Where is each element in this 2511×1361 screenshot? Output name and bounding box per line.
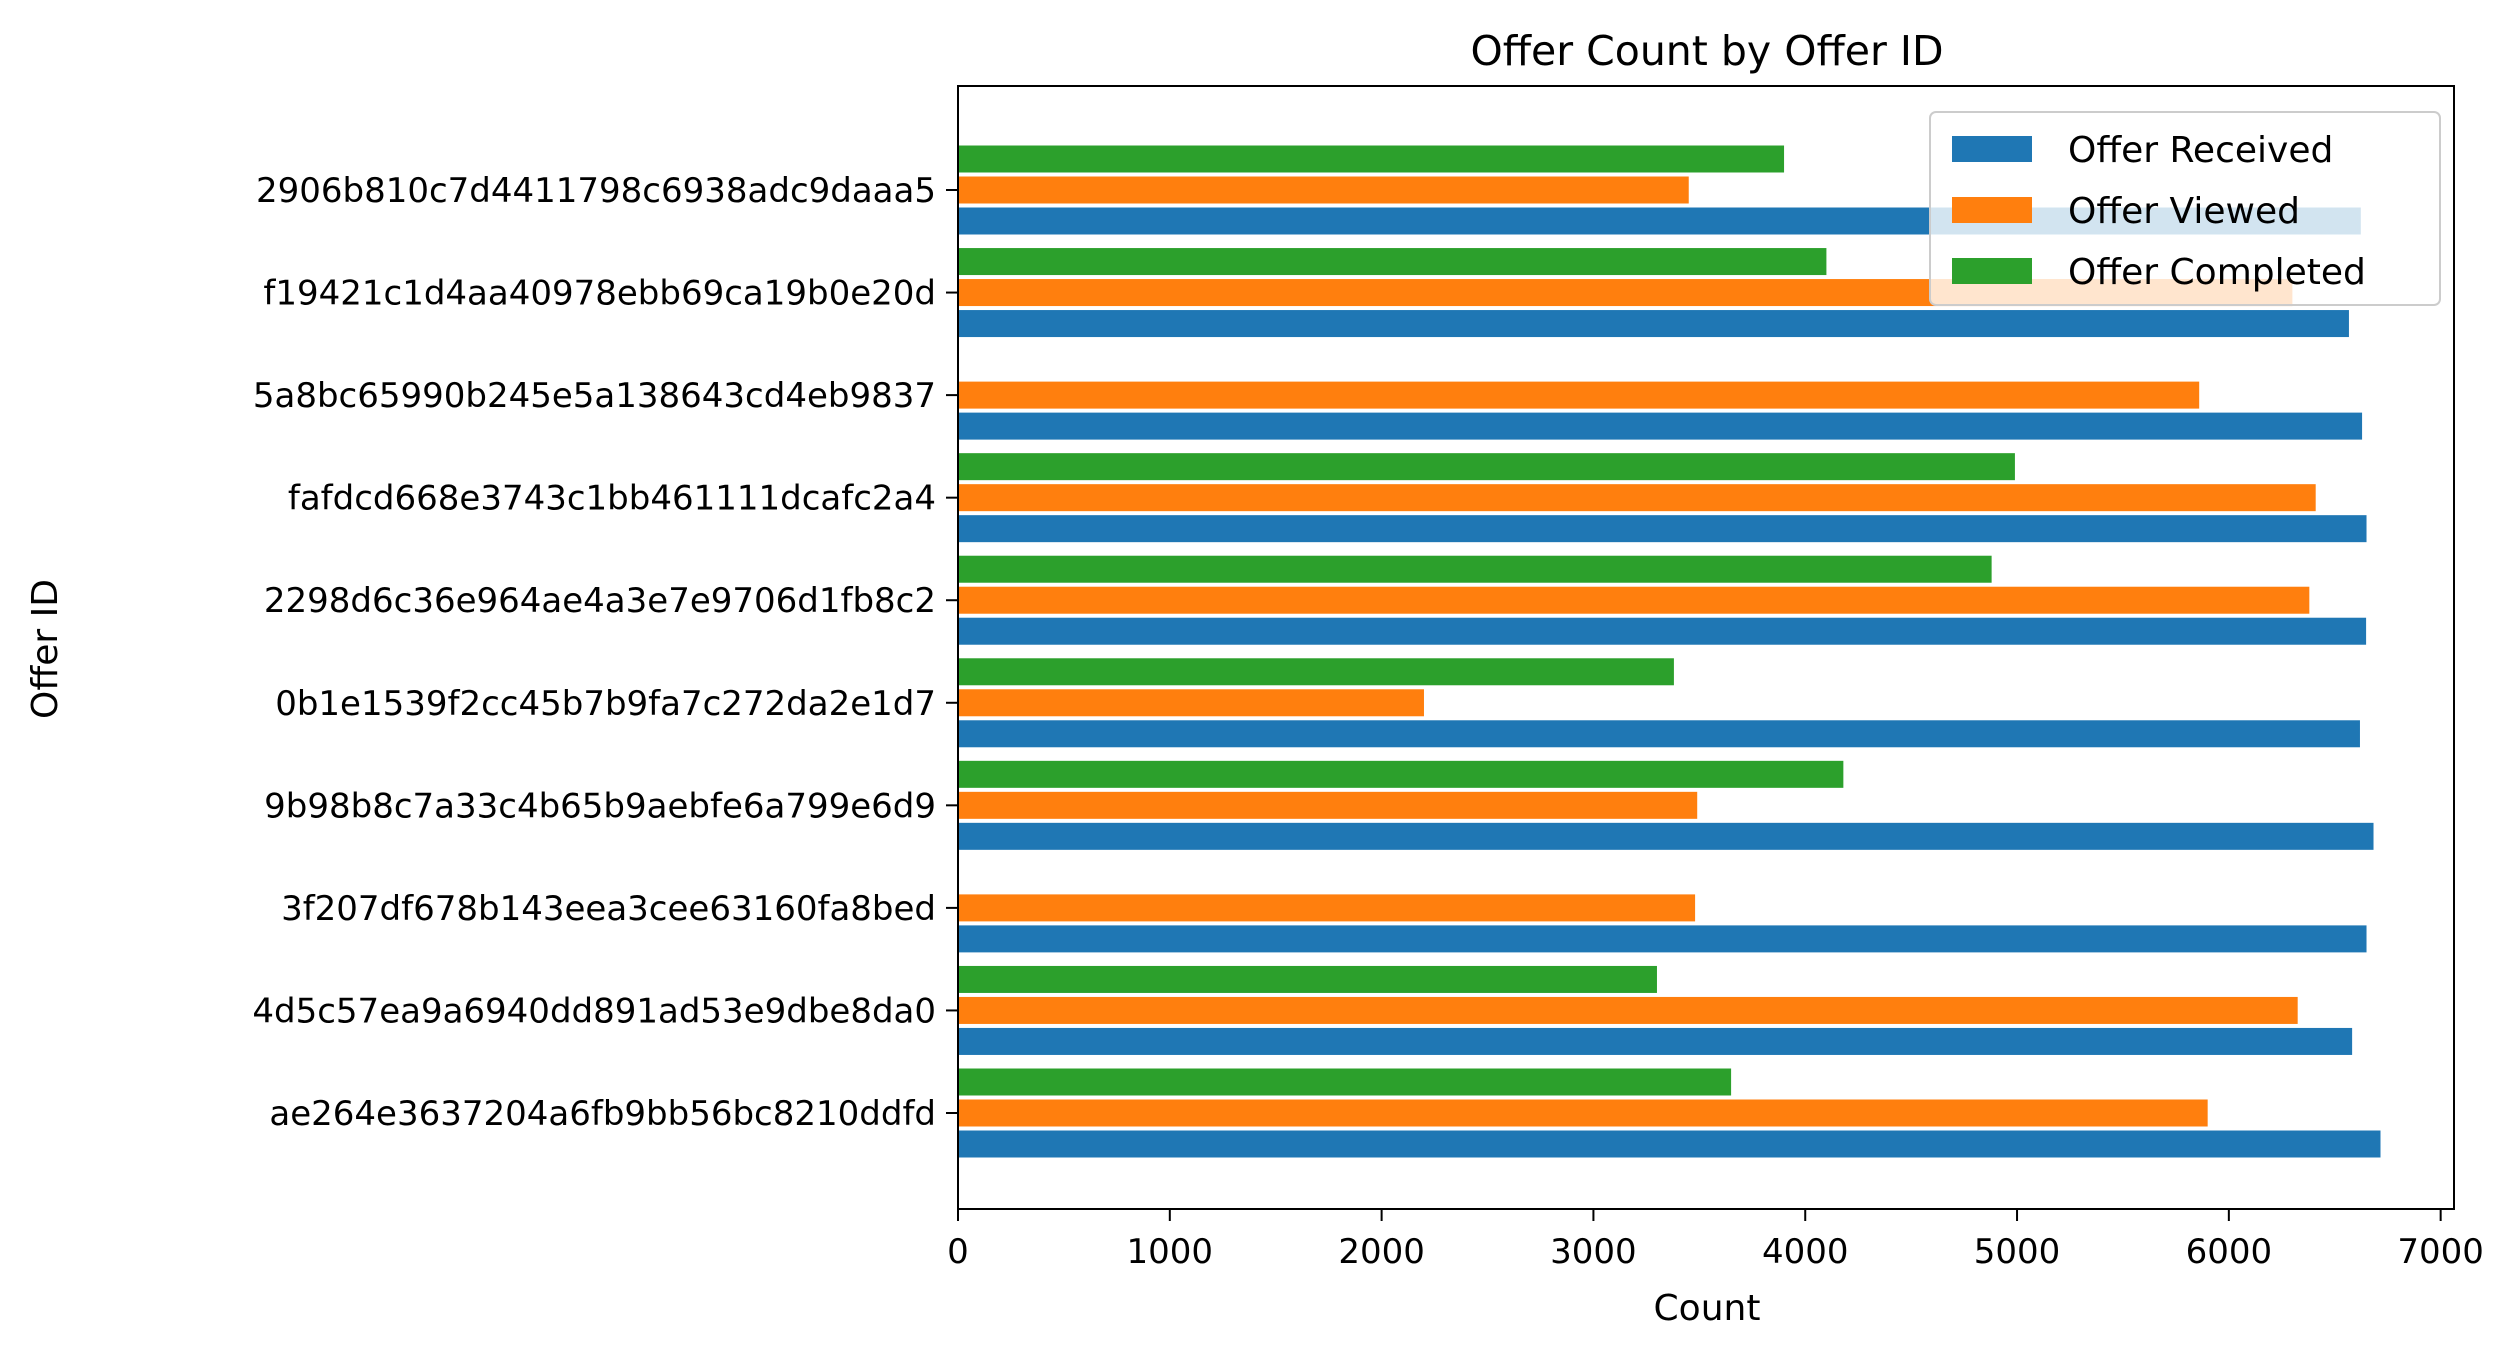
chart-title: Offer Count by Offer ID xyxy=(1470,27,1943,75)
bar-offer-received xyxy=(958,617,2367,645)
legend-label: Offer Viewed xyxy=(2068,191,2300,232)
bar-offer-completed xyxy=(958,965,1657,993)
bar-offer-viewed xyxy=(958,791,1698,819)
bar-offer-received xyxy=(958,720,2360,748)
y-tick-label: fafdcd668e3743c1bb461111dcafc2a4 xyxy=(288,479,936,519)
legend-frame xyxy=(1929,111,2441,306)
bar-offer-received xyxy=(958,515,2367,543)
legend-swatch xyxy=(1952,258,2032,284)
y-axis-ticks: ae264e3637204a6fb9bb56bc8210ddfd 4d5c57ea… xyxy=(252,171,958,1134)
y-tick-label: f19421c1d4aa40978ebb69ca19b0e20d xyxy=(263,274,936,314)
bar-offer-received xyxy=(958,1027,2353,1055)
bar-offer-received xyxy=(958,1130,2381,1158)
x-tick-label: 7000 xyxy=(2397,1232,2484,1272)
bar-offer-viewed xyxy=(958,1099,2208,1127)
y-tick-label: 3f207df678b143eea3cee63160fa8bed xyxy=(281,889,936,929)
x-tick-label: 1000 xyxy=(1127,1232,1214,1272)
bar-offer-completed xyxy=(958,658,1674,686)
x-tick-label: 0 xyxy=(947,1232,969,1272)
plot-area xyxy=(957,85,2455,1210)
x-tick-label: 5000 xyxy=(1974,1232,2061,1272)
y-tick-label: 2906b810c7d4411798c6938adc9daaa5 xyxy=(256,171,936,211)
bar-offer-completed xyxy=(958,453,2015,481)
bars-layer xyxy=(958,145,2381,1158)
x-axis-ticks: 0 1000 2000 3000 4000 5000 6000 7000 xyxy=(947,1209,2484,1272)
bar-offer-viewed xyxy=(958,484,2316,512)
x-tick-label: 3000 xyxy=(1550,1232,1637,1272)
y-tick-label: 9b98b8c7a33c4b65b9aebfe6a799e6d9 xyxy=(264,786,936,826)
bar-offer-received xyxy=(958,412,2363,440)
bar-offer-viewed xyxy=(958,381,2200,409)
y-tick-label: 0b1e1539f2cc45b7b9fa7c272da2e1d7 xyxy=(275,684,936,724)
bar-offer-completed xyxy=(958,760,1844,788)
legend: Offer Received Offer Viewed Offer Complete… xyxy=(1929,111,2441,306)
x-tick-label: 6000 xyxy=(2186,1232,2273,1272)
legend-swatch xyxy=(1952,136,2032,162)
y-tick-label: 5a8bc65990b245e5a138643cd4eb9837 xyxy=(253,376,936,416)
bar-offer-received xyxy=(958,310,2349,338)
bar-offer-completed xyxy=(958,1068,1732,1096)
legend-swatch xyxy=(1952,197,2032,223)
legend-label: Offer Completed xyxy=(2068,252,2366,293)
bar-offer-viewed xyxy=(958,894,1696,922)
axes-frame xyxy=(957,85,2455,1210)
bar-offer-received xyxy=(958,822,2374,850)
x-axis-label: Count xyxy=(1654,1288,1761,1329)
bar-offer-viewed xyxy=(958,689,1424,717)
bar-offer-viewed xyxy=(958,586,2310,614)
bar-offer-received xyxy=(958,925,2367,953)
y-tick-label: 2298d6c36e964ae4a3e7e9706d1fb8c2 xyxy=(264,581,936,621)
bar-offer-viewed xyxy=(958,176,1689,204)
legend-label: Offer Received xyxy=(2068,130,2333,171)
y-tick-label: ae264e3637204a6fb9bb56bc8210ddfd xyxy=(269,1094,936,1134)
x-tick-label: 2000 xyxy=(1338,1232,1425,1272)
y-tick-label: 4d5c57ea9a6940dd891ad53e9dbe8da0 xyxy=(252,991,936,1031)
bar-offer-completed xyxy=(958,555,1992,583)
bar-offer-completed xyxy=(958,248,1827,276)
bar-offer-viewed xyxy=(958,996,2298,1024)
bar-offer-completed xyxy=(958,145,1785,173)
y-axis-label: Offer ID xyxy=(25,579,66,719)
x-tick-label: 4000 xyxy=(1762,1232,1849,1272)
